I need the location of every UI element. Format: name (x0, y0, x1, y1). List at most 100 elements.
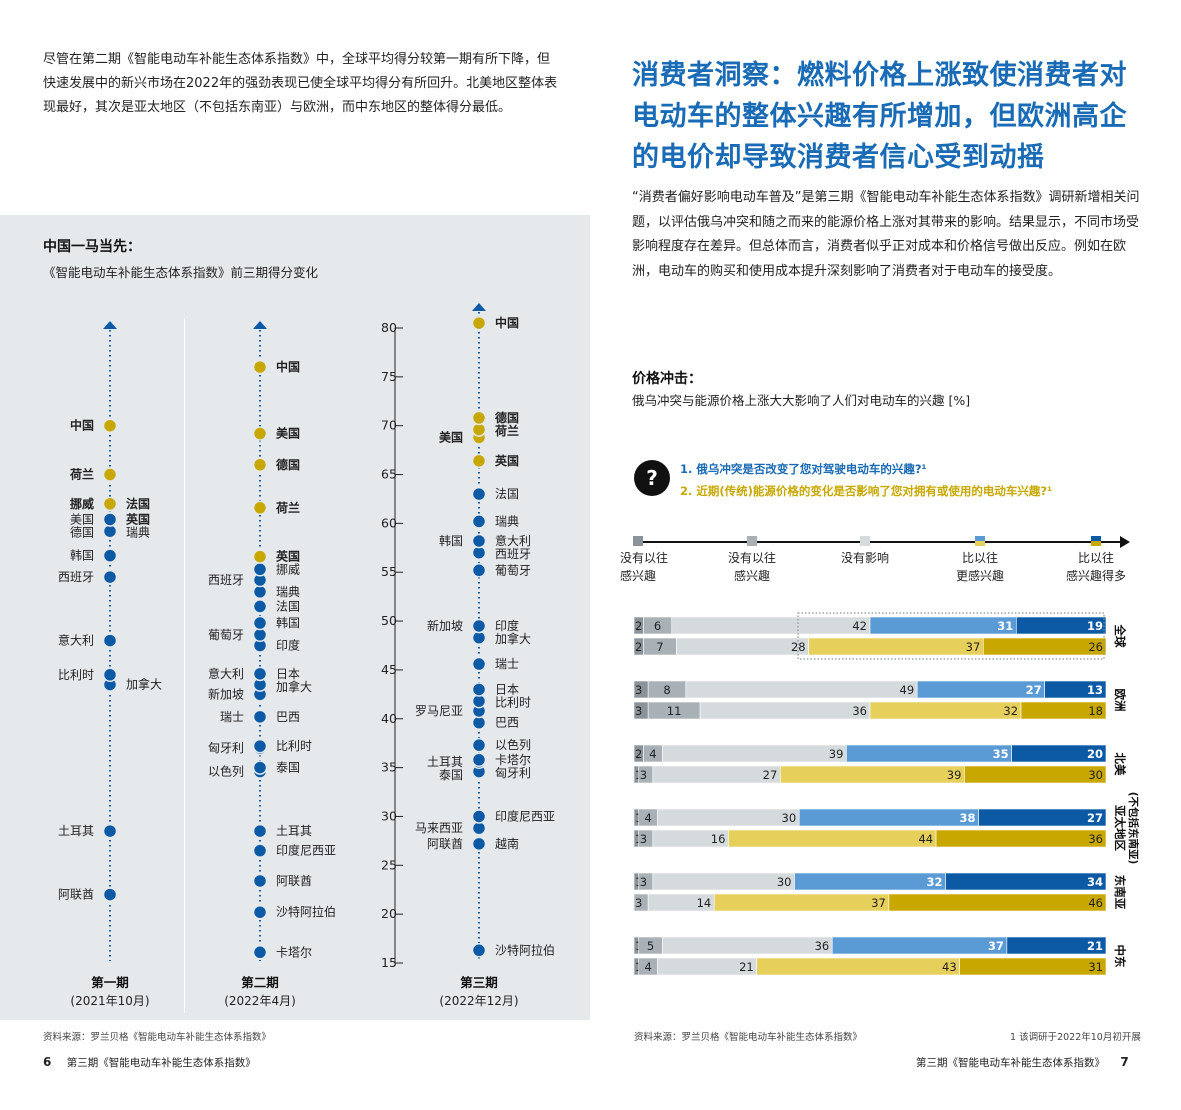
y-tick-label: 55 (381, 564, 397, 579)
highlight-box (797, 612, 1105, 660)
score-point (252, 615, 268, 631)
score-label: 以色列 (495, 738, 531, 752)
score-point (102, 512, 118, 527)
score-label: 比利时 (276, 739, 312, 753)
score-point (471, 315, 487, 331)
bar-value-label: 19 (1087, 619, 1103, 633)
score-label: 以色列 (208, 765, 244, 779)
score-label: 英国 (126, 511, 150, 526)
bar-value-label: 13 (1087, 683, 1103, 697)
score-point (252, 738, 268, 754)
left-footer: 6 第三期《智能电动车补能生态体系指数》 (43, 1055, 256, 1070)
bar-value-label: 27 (1087, 811, 1103, 825)
bar-segment (780, 765, 965, 784)
bar-segment (662, 936, 833, 955)
score-point (471, 486, 487, 502)
region-label-group: 东南亚 (1113, 875, 1127, 910)
bar-segment (978, 808, 1107, 827)
y-tick-label: 20 (381, 906, 397, 921)
bar-value-label: 3 (640, 768, 647, 782)
y-tick-label: 15 (381, 955, 397, 970)
score-point (471, 656, 487, 672)
region-label: 欧洲 (1113, 689, 1127, 712)
score-label: 加拿大 (126, 677, 162, 692)
bar-value-label: 46 (1088, 896, 1103, 910)
bar-segment (713, 893, 890, 912)
score-label: 瑞典 (495, 514, 519, 528)
score-point (252, 843, 268, 858)
bar-segment (794, 872, 946, 891)
score-label: 挪威 (70, 496, 94, 511)
region-label-group: 欧洲 (1113, 689, 1127, 712)
score-label: 法国 (126, 496, 150, 511)
score-point (471, 682, 487, 697)
region-label-group: 中东 (1113, 945, 1127, 968)
scale-marker (747, 536, 757, 546)
bar-value-label: 44 (918, 832, 933, 846)
score-label: 韩国 (276, 615, 300, 630)
score-label: 日本 (495, 682, 519, 696)
bar-value-label: 4 (644, 811, 651, 825)
score-point (252, 599, 268, 614)
period-date: (2022年4月) (224, 994, 296, 1008)
y-tick-label: 75 (381, 369, 397, 384)
bar-value-label: 3 (635, 704, 642, 718)
bar-segment (935, 829, 1107, 848)
score-point (252, 359, 268, 375)
score-label: 西班牙 (58, 570, 94, 584)
score-point (252, 873, 268, 889)
left-footer-text: 第三期《智能电动车补能生态体系指数》 (66, 1057, 256, 1069)
bar-segment (964, 765, 1107, 784)
scale-label: 感兴趣 (620, 568, 656, 583)
score-point (471, 943, 487, 958)
bar-value-label: 49 (900, 683, 915, 697)
score-point (102, 467, 118, 482)
score-label: 意大利 (58, 633, 94, 648)
score-label: 卡塔尔 (276, 944, 312, 959)
y-tick-label: 40 (381, 711, 397, 726)
scale-marker (860, 536, 870, 546)
y-tick-label: 65 (381, 467, 397, 482)
score-label: 阿联酋 (276, 873, 312, 888)
bar-value-label: 35 (993, 747, 1009, 761)
score-label: 越南 (495, 836, 519, 851)
right-source: 资料来源：罗兰贝格《智能电动车补能生态体系指数》 (634, 1032, 863, 1043)
scale-marker (1091, 536, 1101, 541)
bar-value-label: 20 (1087, 747, 1103, 761)
bar-segment (652, 765, 781, 784)
bar-value-label: 36 (815, 939, 830, 953)
score-label: 中国 (70, 418, 94, 433)
score-label: 沙特阿拉伯 (276, 904, 336, 919)
right-footnote: 1 该调研于2022年10月初开展 (1010, 1032, 1141, 1043)
score-point (252, 426, 268, 441)
score-point (471, 836, 487, 852)
score-point (471, 737, 487, 753)
y-tick-label: 70 (381, 418, 397, 433)
bar-value-label: 43 (942, 960, 957, 974)
score-label: 沙特阿拉伯 (495, 942, 555, 957)
region-label: 全球 (1113, 624, 1127, 648)
scale-label: 感兴趣得多 (1066, 568, 1126, 583)
score-chart: 8075706560555045403530252015中国荷兰挪威美国德国韩国… (58, 303, 555, 1008)
bar-value-label: 39 (947, 768, 962, 782)
bar-segment (1044, 680, 1107, 699)
score-label: 日本 (276, 667, 300, 681)
scale-marker (975, 541, 985, 546)
right-chart-title: 价格冲击： (632, 371, 702, 387)
score-label: 葡萄牙 (495, 563, 531, 577)
score-point (252, 457, 268, 473)
bar-value-label: 31 (997, 619, 1013, 633)
bar-segment (676, 637, 809, 656)
bar-value-label: 30 (782, 811, 797, 825)
bar-value-label: 30 (1088, 768, 1103, 782)
score-label: 印度尼西亚 (276, 843, 336, 858)
scale-label: 更感兴趣 (956, 568, 1004, 583)
score-label: 荷兰 (494, 423, 519, 438)
bar-value-label: 2 (635, 747, 642, 761)
region-label-group: 亚太地区 (不包括东南亚) (1113, 792, 1140, 865)
period-name: 第三期 (460, 975, 498, 990)
score-point (102, 548, 118, 563)
score-label: 中国 (495, 315, 519, 330)
bar-value-label: 2 (635, 640, 642, 654)
score-label: 葡萄牙 (208, 628, 244, 642)
